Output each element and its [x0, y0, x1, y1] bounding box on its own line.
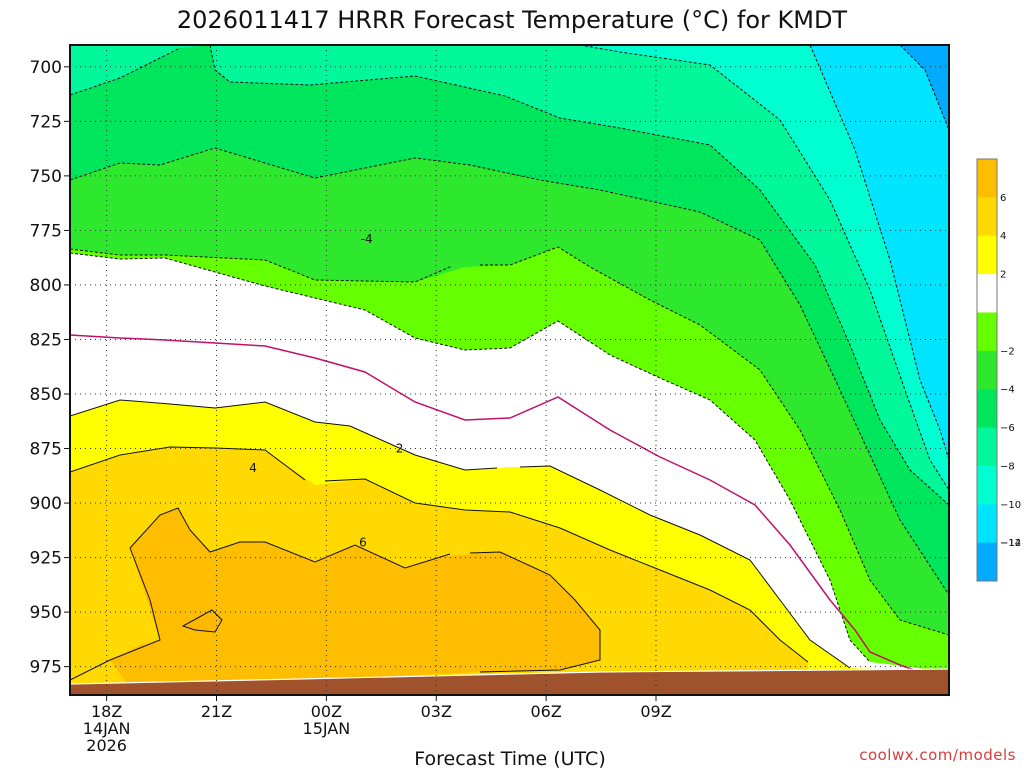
terrain: [70, 669, 949, 695]
colorbar-swatch: [977, 465, 997, 505]
colorbar-tick-label: −4: [1000, 385, 1015, 396]
y-tick-label: 700: [30, 58, 62, 78]
contour-minus-8: [70, 45, 949, 506]
colorbar-swatch: [977, 197, 997, 237]
contour-minus-4: [70, 246, 949, 636]
y-tick-label: 975: [30, 658, 62, 678]
chart-title: 2026011417 HRRR Forecast Temperature (°C…: [177, 6, 848, 34]
y-tick-label: 875: [30, 440, 62, 460]
dashed-contours: [70, 45, 949, 663]
colorbar-swatch: [977, 159, 997, 198]
contour-4: [70, 446, 809, 663]
colorbar-swatch: [977, 235, 997, 275]
x-tick-label: 18Z: [91, 702, 122, 721]
colorbar-swatch: [977, 389, 997, 429]
y-tick-label: 825: [30, 330, 62, 350]
y-tick-label: 800: [30, 276, 62, 296]
contour-6-lower: [70, 547, 161, 681]
colorbar-swatch: [977, 542, 997, 582]
contour-minus-12: [809, 45, 949, 461]
y-tick-label: 925: [30, 549, 62, 569]
colorbar-tick-label: −14: [1000, 538, 1021, 549]
y-tick-label: 750: [30, 167, 62, 187]
plot-frame: [69, 44, 950, 696]
colorbar-tick-label: −2: [1000, 346, 1015, 357]
x-tick-label: 06Z: [530, 702, 561, 721]
contour-minus-10: [579, 45, 949, 491]
x-tick-label: 15JAN: [303, 719, 351, 738]
colorbar-swatch: [977, 427, 997, 467]
x-tick-label: 03Z: [421, 702, 452, 721]
x-tick-label: 21Z: [201, 702, 232, 721]
y-axis: 700 725 750 775 800 825 850 875 900 925 950 975: [30, 58, 70, 678]
surface-line: [70, 668, 949, 685]
colorbar-swatch: [977, 312, 997, 352]
contour-minus-2: [70, 252, 871, 663]
contour-minus-6: [70, 147, 949, 596]
contour-label: 2: [396, 442, 404, 456]
fill-band-8: [183, 610, 222, 632]
contour-labels: -4 4 2 6: [249, 232, 403, 549]
colorbar-tick-label: 4: [1000, 231, 1006, 242]
solid-contours: [70, 399, 851, 681]
x-tick-label: 00Z: [311, 702, 342, 721]
y-tick-label: 850: [30, 385, 62, 405]
y-tick-label: 900: [30, 494, 62, 514]
colorbar-tick-label: 6: [1000, 193, 1006, 204]
x-tick-label: 09Z: [640, 702, 671, 721]
grid: [70, 45, 949, 695]
contour-minus-14: [899, 45, 949, 131]
site-credit[interactable]: coolwx.com/models: [859, 746, 1016, 764]
y-tick-label: 950: [30, 603, 62, 623]
y-tick-label: 775: [30, 221, 62, 241]
colorbar-tick-label: −10: [1000, 500, 1021, 511]
colorbar-swatch: [977, 504, 997, 544]
fill-band-6: [110, 508, 600, 690]
colorbar-tick-label: −6: [1000, 423, 1015, 434]
contour-8: [181, 609, 223, 633]
contour-fills: -4 4 2 6: [70, 45, 949, 695]
colorbar: 6 4 2 −2 −4 −6 −8 −10 −12−14: [976, 158, 1021, 582]
contour-label: -4: [361, 232, 373, 246]
colorbar-swatch: [977, 274, 997, 313]
colorbar-swatch: [977, 350, 997, 390]
y-tick-label: 725: [30, 112, 62, 132]
colorbar-tick-label: 2: [1000, 270, 1006, 281]
contour-2: [70, 399, 851, 669]
x-tick-label: 14JAN: [83, 719, 131, 738]
contour-label: 4: [249, 461, 257, 475]
x-tick-label: 2026: [86, 736, 127, 755]
colorbar-frame: [976, 158, 998, 582]
contour-6: [129, 507, 601, 673]
contour-label: 6: [359, 535, 367, 549]
contour-zero: [70, 334, 921, 673]
x-axis-label: Forecast Time (UTC): [414, 748, 605, 768]
colorbar-tick-label: −12: [1000, 538, 1021, 549]
colorbar-tick-label: −8: [1000, 461, 1015, 472]
